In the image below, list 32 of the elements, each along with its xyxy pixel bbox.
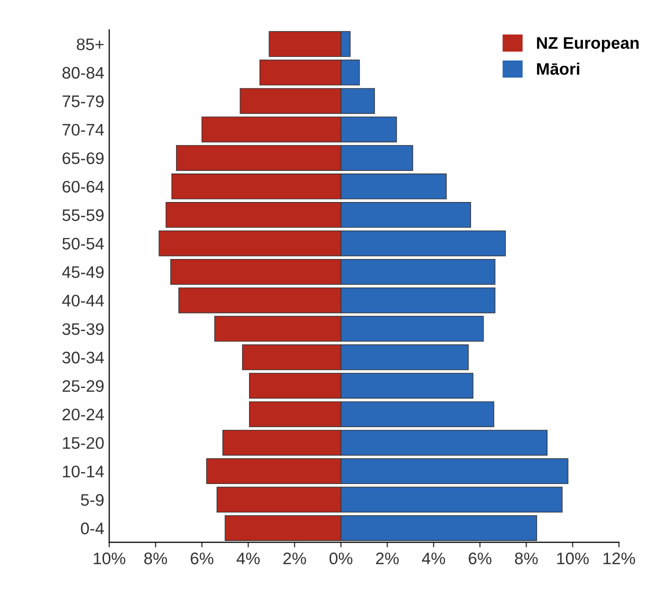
x-tick-label: 8% [514,552,538,564]
y-tick-label: 35-39 [62,323,104,335]
y-tick-label: 85+ [76,38,104,50]
y-tick-label: 45-49 [62,266,104,278]
legend-label: NZ European [537,37,639,52]
y-tick-label: 80-84 [62,66,104,79]
y-tick-label: 20-24 [62,408,104,420]
x-tick-label: 4% [422,552,446,564]
x-tick-label: 0% [330,552,352,564]
y-tick-label: 70-74 [62,124,104,136]
y-tick-label: 55-59 [62,209,104,222]
legend-label: Māori [537,62,580,75]
x-tick-label: 6% [468,552,492,564]
x-tick-label: 8% [144,552,168,564]
y-tick-label: 0-4 [80,522,104,534]
y-tick-label: 50-54 [62,238,104,250]
y-tick-label: 5-9 [80,494,104,506]
x-tick-label: 4% [236,552,260,564]
y-tick-label: 75-79 [62,95,104,108]
y-tick-label: 15-20 [63,437,104,449]
y-tick-label: 30-34 [62,352,104,364]
y-tick-label: 40-44 [62,294,104,307]
x-tick-label: 10% [557,552,589,564]
x-tick-label: 10% [94,552,126,564]
y-tick-label: 60-64 [62,180,104,193]
x-tick-label: 2% [376,552,399,564]
y-tick-label: 10-14 [63,466,104,478]
y-tick-label: 25-29 [62,380,104,392]
y-tick-label: 65-69 [62,152,104,164]
x-tick-label: 12% [604,552,636,564]
x-tick-label: 6% [190,552,214,564]
x-tick-label: 2% [283,552,306,564]
